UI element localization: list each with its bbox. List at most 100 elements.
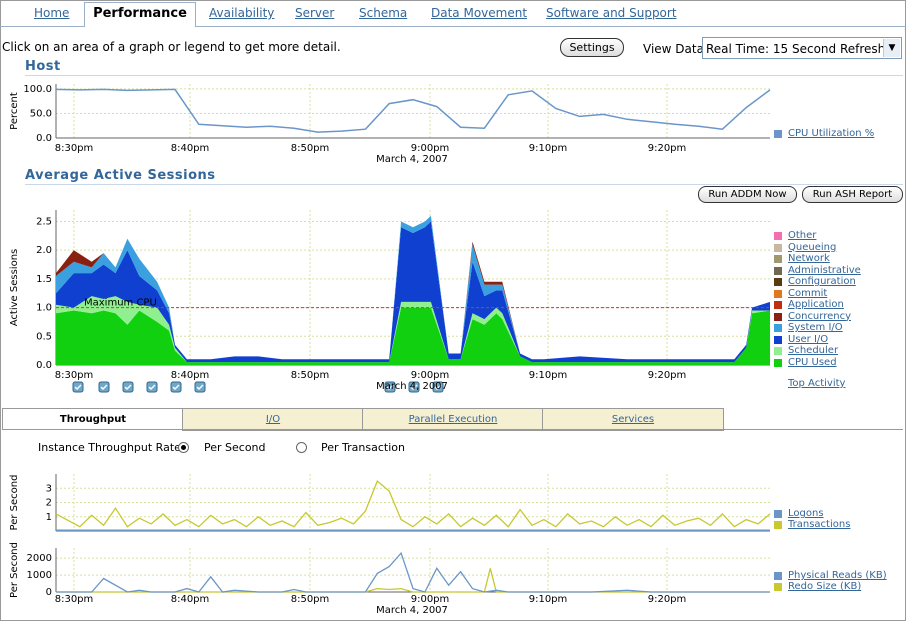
throughput-chart-ytick-2: 3 — [46, 483, 52, 494]
legend-application[interactable]: Application — [788, 299, 844, 310]
tab-data-movement[interactable]: Data Movement — [431, 6, 528, 20]
addm-icon-check-3 — [148, 384, 156, 390]
legend-network[interactable]: Network — [788, 253, 830, 264]
tab-services[interactable]: Services — [542, 408, 724, 431]
logons-swatch — [774, 510, 782, 518]
max-cpu-label: Maximum CPU — [84, 298, 157, 309]
settings-button[interactable]: Settings — [560, 38, 624, 57]
host-section-title: Host — [25, 59, 61, 74]
per-second-radio[interactable] — [178, 442, 189, 453]
tab-server[interactable]: Server — [295, 6, 335, 20]
addm-icon-check-0 — [74, 384, 82, 390]
legend-queueing[interactable]: Queueing — [788, 241, 837, 253]
run-addm-button[interactable]: Run ADDM Now — [698, 186, 797, 203]
tab-parallel-execution[interactable]: Parallel Execution — [362, 408, 544, 431]
cpu-utilization-swatch — [774, 130, 782, 138]
host-chart-xtick-1: 8:40pm — [171, 143, 210, 154]
host-section-rule — [25, 75, 903, 76]
per-transaction-radio[interactable] — [296, 442, 307, 453]
legend-system-i-o[interactable]: System I/O — [788, 322, 843, 333]
host-cpu-series — [55, 88, 771, 133]
sessions-chart-ylabel: Active Sessions — [9, 249, 20, 326]
addm-finding-icon[interactable] — [384, 381, 396, 393]
addm-finding-icon[interactable] — [72, 381, 84, 393]
view-data-select[interactable]: Real Time: 15 Second Refresh ▼ — [702, 37, 902, 59]
legend-transactions[interactable]: Transactions — [788, 519, 851, 530]
addm-finding-icon[interactable] — [194, 381, 206, 393]
legend-configuration[interactable]: Configuration — [788, 276, 856, 287]
run-ash-report-button[interactable]: Run ASH Report — [802, 186, 903, 203]
per-transaction-label: Per Transaction — [321, 441, 405, 454]
legend-scheduler[interactable]: Scheduler — [788, 345, 839, 356]
host-chart-xtick-2: 8:50pm — [291, 143, 330, 154]
sessions-section-rule — [25, 184, 903, 185]
legend-user-i-o[interactable]: User I/O — [788, 333, 829, 345]
legend-redo-size[interactable]: Redo Size (KB) — [788, 581, 862, 592]
sessions-chart-ytick-2: 1.0 — [36, 303, 52, 314]
throughput-chart-ylabel: Per Second — [9, 475, 20, 531]
host-chart-ytick-0: 0.0 — [36, 133, 52, 144]
legend-cpu-used[interactable]: CPU Used — [788, 356, 837, 368]
legend-commit[interactable]: Commit — [788, 287, 828, 299]
sessions-section-title: Average Active Sessions — [25, 168, 216, 183]
legend-administrative[interactable]: Administrative — [788, 264, 861, 276]
sessions-chart-xtick-5: 9:20pm — [648, 370, 687, 381]
io-chart-xtick-3: 9:00pm — [411, 594, 450, 605]
legend-swatch-scheduler — [774, 347, 782, 355]
io-chart-xtick-4: 9:10pm — [529, 594, 568, 605]
tab-software-and-support[interactable]: Software and Support — [546, 6, 677, 20]
io-chart-date: March 4, 2007 — [376, 605, 448, 616]
sessions-area-user-i-o — [56, 221, 770, 363]
legend-swatch-commit — [774, 289, 782, 298]
addm-finding-icon[interactable] — [408, 381, 420, 393]
io-chart-ylabel: Per Second — [9, 542, 20, 598]
addm-icon-body-1 — [98, 381, 110, 393]
io-chart-ytick-1: 1000 — [27, 570, 52, 581]
view-data-label: View Data — [643, 42, 704, 56]
tab-schema[interactable]: Schema — [359, 6, 408, 20]
addm-icon-body-6 — [384, 381, 396, 393]
instructions-text: Click on an area of a graph or legend to… — [2, 40, 341, 54]
sessions-chart-xtick-3: 9:00pm — [411, 370, 450, 381]
addm-finding-icon[interactable] — [170, 381, 182, 393]
host-chart-xtick-4: 9:10pm — [529, 143, 568, 154]
tab-performance[interactable]: Performance — [84, 2, 196, 27]
legend-concurrency[interactable]: Concurrency — [788, 310, 852, 322]
legend-swatch-queueing — [774, 243, 782, 252]
legend-physical-reads[interactable]: Physical Reads (KB) — [788, 570, 887, 581]
sessions-chart-xtick-1: 8:40pm — [171, 370, 210, 381]
addm-finding-icon[interactable] — [146, 381, 158, 393]
addm-finding-icon[interactable] — [432, 381, 444, 393]
sessions-chart-date: March 4, 2007 — [376, 381, 448, 392]
legend-logons[interactable]: Logons — [788, 508, 824, 519]
legend-swatch-application — [774, 301, 782, 309]
top-activity-link[interactable]: Top Activity — [788, 378, 846, 389]
sessions-chart-xtick-2: 8:50pm — [291, 370, 330, 381]
legend-swatch-administrative — [774, 266, 782, 275]
io-chart-xtick-5: 9:20pm — [648, 594, 687, 605]
sessions-chart-ytick-4: 2.0 — [36, 245, 52, 256]
host-chart-date: March 4, 2007 — [376, 154, 448, 165]
legend-cpu-utilization[interactable]: CPU Utilization % — [788, 128, 875, 139]
legend-swatch-concurrency — [774, 312, 782, 321]
sessions-chart-ytick-5: 2.5 — [36, 216, 52, 227]
addm-finding-icon[interactable] — [98, 381, 110, 393]
throughput-rate-label: Instance Throughput Rate — [38, 441, 181, 454]
addm-icon-check-1 — [100, 384, 108, 390]
addm-icon-check-6 — [386, 384, 394, 390]
host-chart-ytick-2: 100.0 — [23, 84, 52, 95]
legend-other[interactable]: Other — [788, 230, 817, 241]
tab-availability[interactable]: Availability — [209, 6, 275, 20]
legend-swatch-network — [774, 255, 782, 263]
addm-finding-icon[interactable] — [122, 381, 134, 393]
chevron-down-icon[interactable]: ▼ — [883, 39, 900, 57]
addm-icon-body-4 — [170, 381, 182, 393]
sessions-chart-ytick-0: 0.0 — [36, 360, 52, 371]
addm-icon-body-5 — [194, 381, 206, 393]
legend-swatch-user-i-o — [774, 335, 782, 344]
addm-icon-body-3 — [146, 381, 158, 393]
tab-home[interactable]: Home — [34, 6, 70, 20]
physical-reads-swatch — [774, 572, 782, 580]
sessions-area-scheduler — [56, 296, 770, 363]
